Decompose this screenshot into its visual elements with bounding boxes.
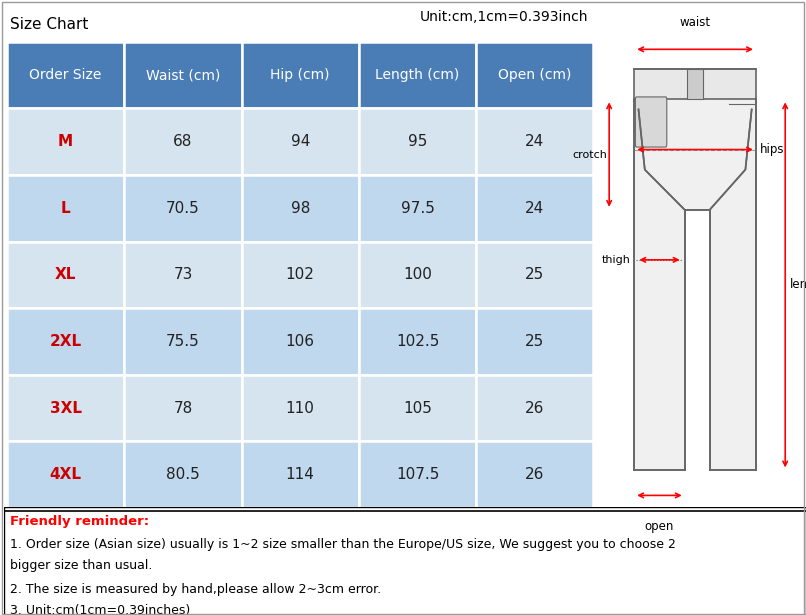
FancyBboxPatch shape (635, 97, 667, 147)
Bar (476, 42, 593, 108)
Text: 73: 73 (173, 268, 193, 282)
Bar (7, 108, 124, 175)
Bar (359, 442, 476, 508)
Text: waist: waist (679, 16, 711, 30)
Bar (476, 175, 593, 242)
Bar (476, 442, 593, 508)
Bar (476, 375, 593, 442)
Bar (124, 242, 242, 308)
Bar (242, 108, 359, 175)
Text: Waist (cm): Waist (cm) (146, 68, 220, 82)
Bar (242, 42, 359, 108)
Text: 2XL: 2XL (50, 334, 81, 349)
Text: 102: 102 (286, 268, 314, 282)
Text: 1. Order size (Asian size) usually is 1~2 size smaller than the Europe/US size, : 1. Order size (Asian size) usually is 1~… (10, 538, 676, 550)
Text: crotch: crotch (572, 149, 607, 159)
Bar (242, 308, 359, 375)
Bar (124, 42, 242, 108)
Text: Size Chart: Size Chart (10, 17, 89, 32)
Bar (476, 108, 593, 175)
Text: 26: 26 (526, 467, 545, 482)
Text: 3XL: 3XL (50, 400, 81, 416)
Text: 106: 106 (286, 334, 314, 349)
Bar (710, 210, 756, 470)
Text: 105: 105 (403, 400, 432, 416)
Text: 24: 24 (526, 200, 545, 216)
Text: 97.5: 97.5 (401, 200, 434, 216)
Text: Length (cm): Length (cm) (376, 68, 459, 82)
Bar (124, 175, 242, 242)
Text: 68: 68 (173, 134, 193, 149)
Text: hips: hips (760, 143, 784, 156)
Bar (242, 242, 359, 308)
Text: 102.5: 102.5 (396, 334, 439, 349)
Text: 78: 78 (173, 400, 193, 416)
Text: 94: 94 (290, 134, 310, 149)
Text: thigh: thigh (601, 255, 630, 265)
Bar (634, 100, 756, 210)
Text: 3. Unit:cm(1cm=0.39inches): 3. Unit:cm(1cm=0.39inches) (10, 604, 191, 615)
Bar (7, 175, 124, 242)
Text: M: M (58, 134, 73, 149)
Bar (124, 375, 242, 442)
Text: bigger size than usual.: bigger size than usual. (10, 559, 153, 572)
Text: Hip (cm): Hip (cm) (271, 68, 330, 82)
Text: length: length (789, 279, 806, 292)
Text: Unit:cm,1cm=0.393inch: Unit:cm,1cm=0.393inch (420, 10, 588, 24)
Text: 25: 25 (526, 334, 545, 349)
Text: 100: 100 (403, 268, 432, 282)
Text: open: open (645, 520, 674, 533)
Bar (124, 108, 242, 175)
Bar (7, 242, 124, 308)
Text: 24: 24 (526, 134, 545, 149)
Text: 98: 98 (290, 200, 310, 216)
Bar (7, 42, 124, 108)
Bar (687, 69, 704, 100)
Text: XL: XL (55, 268, 77, 282)
Text: Open (cm): Open (cm) (498, 68, 571, 82)
Bar (124, 308, 242, 375)
Text: L: L (60, 200, 70, 216)
Text: 95: 95 (408, 134, 427, 149)
Text: Friendly reminder:: Friendly reminder: (10, 515, 150, 528)
Bar (634, 69, 756, 100)
Text: 110: 110 (286, 400, 314, 416)
Bar (359, 175, 476, 242)
Text: 25: 25 (526, 268, 545, 282)
Bar (124, 442, 242, 508)
Text: 80.5: 80.5 (166, 467, 200, 482)
Text: 107.5: 107.5 (396, 467, 439, 482)
Bar (359, 242, 476, 308)
Bar (359, 42, 476, 108)
Bar (359, 308, 476, 375)
Bar (359, 375, 476, 442)
Bar (242, 375, 359, 442)
Text: Order Size: Order Size (30, 68, 102, 82)
Bar (634, 210, 684, 470)
Text: 75.5: 75.5 (166, 334, 200, 349)
Bar (476, 308, 593, 375)
Text: 2. The size is measured by hand,please allow 2~3cm error.: 2. The size is measured by hand,please a… (10, 583, 381, 596)
Text: 4XL: 4XL (50, 467, 81, 482)
Bar (7, 442, 124, 508)
Bar (476, 242, 593, 308)
Text: 70.5: 70.5 (166, 200, 200, 216)
Bar (7, 375, 124, 442)
Bar (242, 175, 359, 242)
Bar (242, 442, 359, 508)
Bar (359, 108, 476, 175)
Text: 26: 26 (526, 400, 545, 416)
Text: 114: 114 (286, 467, 314, 482)
Bar (7, 308, 124, 375)
